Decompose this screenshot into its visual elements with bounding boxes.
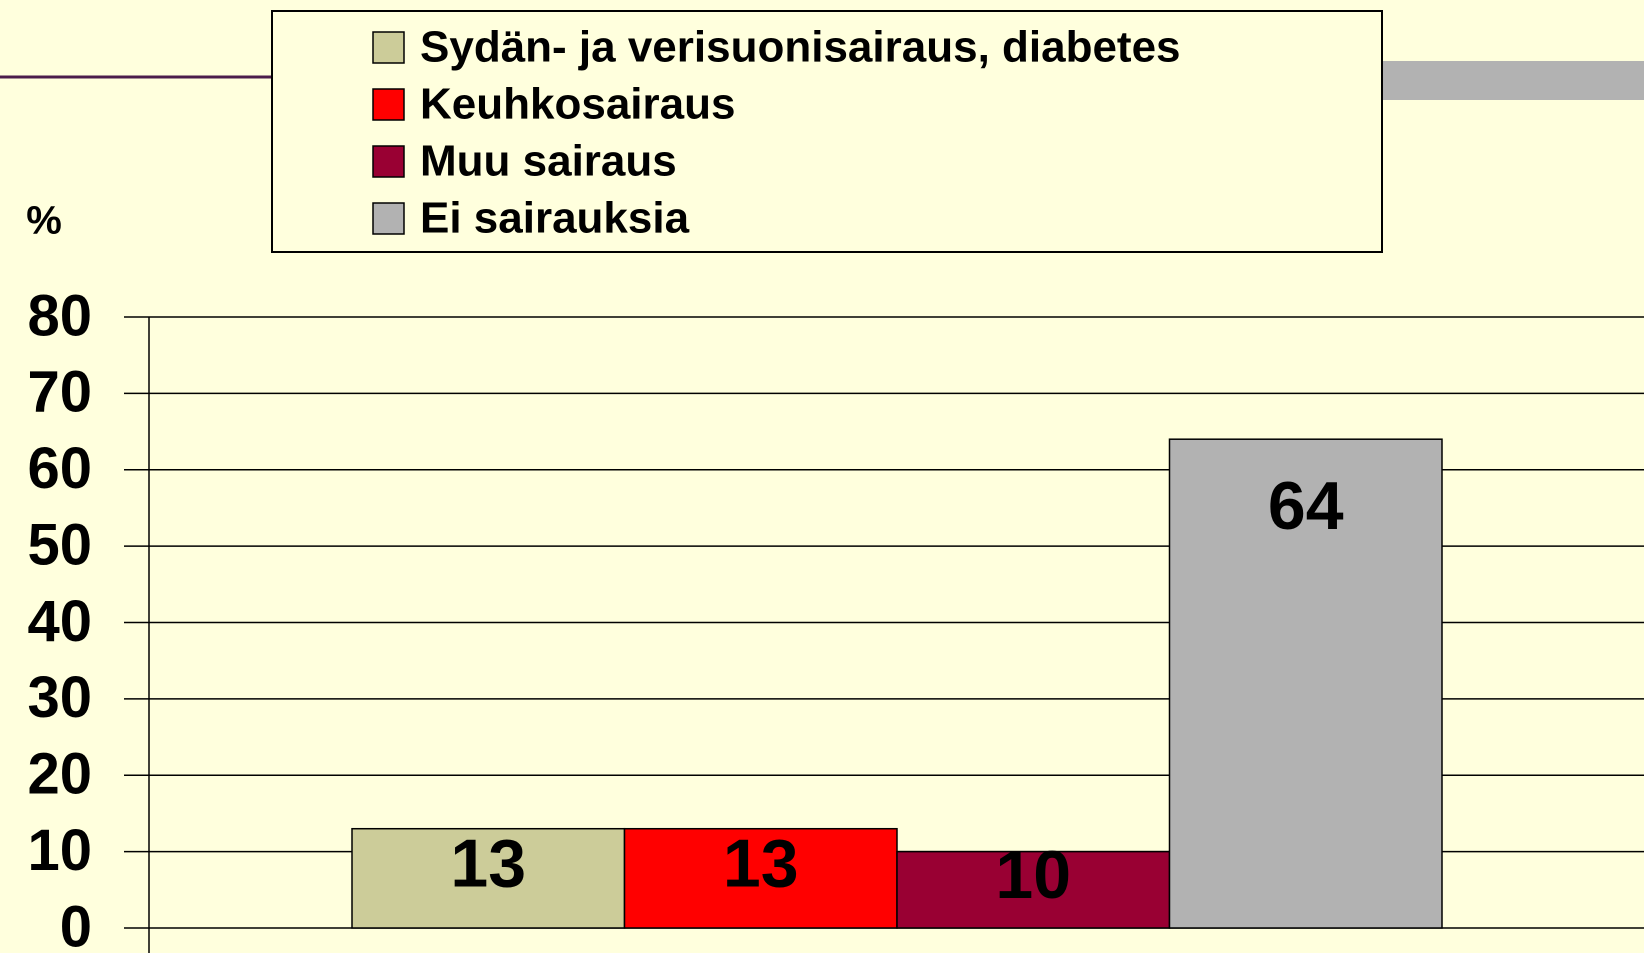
- data-label: 10: [995, 837, 1071, 913]
- legend-label: Ei sairauksia: [420, 194, 690, 243]
- legend-swatch: [372, 31, 405, 64]
- y-tick-label: 30: [27, 665, 92, 730]
- bar: [623, 827, 898, 929]
- legend-swatch: [372, 202, 405, 235]
- legend-box: [271, 10, 1383, 253]
- y-tick-label: 20: [27, 742, 92, 807]
- bar: [1168, 438, 1443, 929]
- data-label: 13: [450, 825, 526, 901]
- data-label: 13: [723, 825, 799, 901]
- legend-swatch: [372, 145, 405, 178]
- y-tick-label: 10: [27, 818, 92, 883]
- y-tick-label: 50: [27, 512, 92, 577]
- y-tick-label: 80: [27, 283, 92, 348]
- y-tick-label: 0: [60, 894, 92, 953]
- y-axis-label: %: [26, 199, 62, 243]
- y-tick-label: 40: [27, 589, 92, 654]
- legend-label: Sydän- ja verisuonisairaus, diabetes: [420, 23, 1181, 72]
- bar: [896, 850, 1171, 929]
- legend-label: Keuhkosairaus: [420, 80, 735, 129]
- legend-label: Muu sairaus: [420, 137, 677, 186]
- bar: [351, 827, 626, 929]
- legend-swatch: [372, 88, 405, 121]
- y-tick-label: 70: [27, 360, 92, 425]
- y-tick-label: 60: [27, 436, 92, 501]
- data-label: 64: [1268, 468, 1344, 544]
